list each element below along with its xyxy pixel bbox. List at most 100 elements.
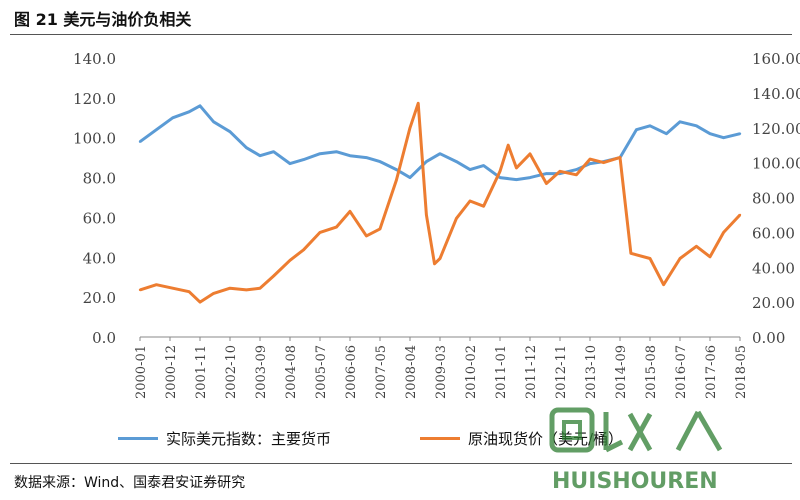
usd-index-point	[665, 132, 668, 135]
oil-price-point	[648, 257, 652, 260]
y-left-tick-label: 140.0	[73, 50, 116, 68]
usd-index-point	[588, 162, 592, 165]
oil-price-point	[245, 288, 248, 292]
usd-index-point	[171, 116, 174, 120]
oil-price-point	[545, 182, 548, 185]
series-line-usd-index	[139, 104, 741, 182]
oil-price-point	[455, 217, 458, 220]
oil-price-point	[258, 287, 262, 290]
oil-price-point	[482, 205, 485, 208]
oil-price-point	[528, 152, 532, 156]
oil-price-point	[438, 257, 442, 260]
oil-price-point	[558, 170, 562, 173]
usd-index-point	[722, 136, 725, 139]
usd-index-point	[455, 160, 458, 163]
source-divider	[10, 463, 792, 464]
oil-price-point	[272, 274, 275, 278]
usd-index-point	[272, 150, 275, 153]
y-right-tick-label: 0.00	[752, 329, 785, 347]
watermark-logo: HUISHOUREN	[549, 407, 723, 494]
x-tick-label: 2007-05	[374, 345, 389, 399]
usd-index-point	[212, 120, 215, 124]
y-left-tick-label: 0.0	[92, 329, 116, 347]
y-right-tick-label: 160.00	[752, 50, 800, 68]
y-right-tick-label: 20.00	[752, 294, 795, 312]
y-left-tick-label: 20.0	[83, 289, 116, 307]
usd-index-point	[708, 132, 712, 135]
oil-price-point	[348, 210, 352, 213]
usd-index-point	[348, 154, 352, 157]
x-tick-label: 2011-12	[524, 345, 539, 399]
oil-price-point	[171, 287, 174, 290]
y-right-tick-label: 140.00	[752, 85, 800, 103]
svg-text:HUISHOUREN: HUISHOUREN	[552, 469, 718, 494]
x-tick-label: 2006-06	[344, 345, 359, 399]
title-divider	[10, 34, 792, 35]
x-tick-label: 2001-11	[194, 345, 209, 399]
legend-item-usd-index: 实际美元指数：主要货币	[118, 428, 331, 449]
oil-price-point	[378, 227, 382, 231]
usd-index-point	[138, 140, 142, 143]
oil-price-point	[335, 225, 338, 229]
oil-price-point	[602, 161, 605, 164]
oil-price-point	[408, 126, 412, 129]
x-tick-label: 2005-07	[314, 345, 329, 399]
usd-index-point	[545, 172, 548, 175]
x-tick-label: 2004-08	[284, 345, 299, 399]
y-right-tick-label: 100.00	[752, 155, 800, 173]
legend-swatch-usd	[118, 437, 158, 440]
chart: 0.020.040.060.080.0100.0120.0140.00.0020…	[73, 50, 800, 399]
legend-label-usd: 实际美元指数：主要货币	[166, 430, 332, 448]
oil-price-point	[618, 156, 622, 159]
usd-index-point	[187, 110, 191, 114]
oil-price-point	[155, 283, 158, 286]
usd-index-point	[738, 132, 742, 135]
oil-price-point	[198, 300, 202, 304]
x-tick-label: 2000-01	[134, 345, 149, 399]
usd-index-point	[695, 124, 698, 128]
usd-index-point	[438, 152, 442, 155]
usd-index-point	[395, 168, 398, 171]
usd-index-point	[528, 176, 532, 179]
x-tick-label: 2012-11	[554, 345, 569, 399]
usd-index-point	[318, 152, 322, 155]
usd-index-point	[515, 178, 518, 181]
series-line-oil-price	[139, 101, 742, 304]
usd-index-point	[648, 124, 652, 128]
oil-price-point	[212, 292, 215, 295]
y-right-tick-label: 80.00	[752, 190, 795, 208]
source-note: 数据来源：Wind、国泰君安证券研究	[14, 475, 246, 491]
oil-price-point	[575, 173, 578, 176]
oil-price-point	[498, 170, 502, 173]
usd-index-point	[575, 168, 578, 171]
x-tick-label: 2018-05	[734, 345, 749, 399]
oil-price-point	[365, 234, 368, 238]
oil-price-point	[433, 262, 436, 265]
y-right-tick-label: 40.00	[752, 259, 795, 277]
oil-price-point	[738, 213, 742, 217]
x-tick-label: 2017-06	[704, 345, 719, 399]
usd-index-point	[288, 162, 292, 165]
usd-index-point	[198, 104, 202, 108]
usd-index-point	[155, 128, 158, 131]
usd-index-point	[678, 120, 682, 124]
usd-index-point	[635, 128, 638, 131]
usd-index-point	[365, 156, 368, 159]
oil-price-point	[662, 283, 665, 286]
x-tick-label: 2013-10	[584, 345, 599, 399]
oil-price-point	[629, 252, 633, 255]
oil-price-point	[395, 178, 398, 182]
oil-price-point	[515, 166, 518, 170]
usd-index-point	[228, 130, 232, 133]
usd-index-point	[425, 160, 428, 163]
usd-index-point	[378, 160, 382, 163]
figure-title: 图 21 美元与油价负相关	[14, 10, 192, 29]
oil-price-point	[507, 144, 510, 147]
usd-index-point	[335, 150, 338, 153]
oil-price-point	[302, 248, 305, 251]
y-left-tick-label: 60.0	[83, 209, 116, 227]
oil-price-point	[468, 199, 472, 203]
usd-index-point	[258, 154, 262, 157]
legend-swatch-oil	[420, 437, 460, 440]
oil-price-point	[695, 245, 698, 248]
